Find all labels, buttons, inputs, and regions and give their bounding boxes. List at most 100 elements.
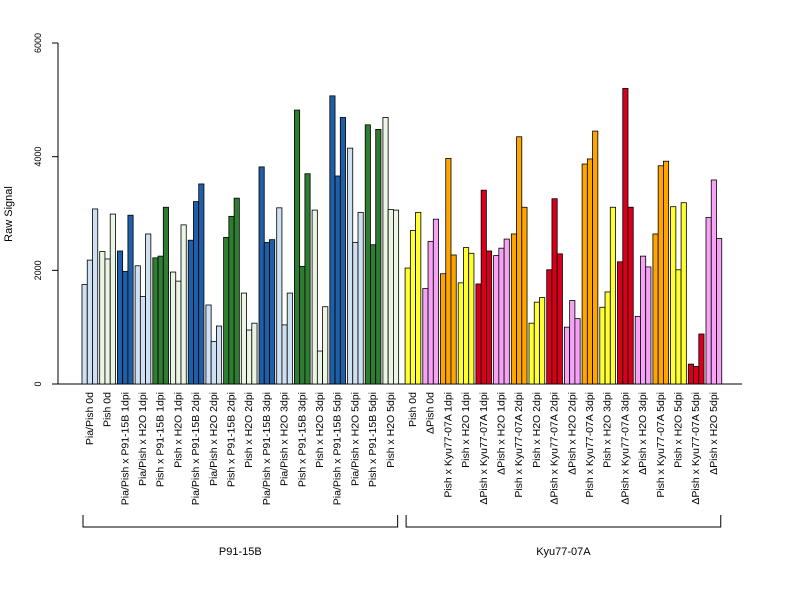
- bar: [551, 198, 558, 385]
- bar: [680, 202, 687, 385]
- bar: [687, 363, 694, 385]
- group-bracket: [82, 515, 399, 528]
- bar: [640, 255, 647, 385]
- bar: [604, 291, 611, 385]
- bar: [710, 179, 717, 385]
- bar: [347, 147, 354, 385]
- bar: [122, 271, 129, 385]
- x-tick-label: Pish x H2O 1dpi: [172, 392, 184, 468]
- y-tick-label: 6000: [33, 33, 43, 53]
- bar: [240, 292, 247, 385]
- bar: [468, 252, 475, 385]
- group-brackets: P91-15B Kyu77-07A: [82, 515, 722, 558]
- bar: [316, 350, 324, 385]
- bar: [175, 280, 182, 385]
- x-tick-label: Pia/Pish x P91-15B 1dpi: [119, 392, 131, 505]
- bar: [463, 247, 470, 385]
- x-tick-label: ΔPish x H2O 1dpi: [495, 392, 507, 475]
- bar: [569, 300, 576, 385]
- x-tick-label: Pish x H2O 3dpi: [314, 392, 326, 468]
- bar: [117, 250, 124, 385]
- bar: [670, 206, 677, 385]
- bar: [634, 315, 641, 385]
- bar: [574, 318, 581, 385]
- x-tick-label: Pish x H2O 3dpi: [602, 392, 614, 468]
- y-axis-label: Raw Signal: [3, 186, 15, 242]
- group-label: P91-15B: [219, 546, 262, 558]
- x-tick-label: Pish x H2O 5dpi: [672, 392, 684, 468]
- bar: [357, 211, 364, 385]
- x-tick-label: Pish x Kyu77-07A 5dpi: [655, 392, 667, 498]
- bar: [299, 265, 306, 385]
- bar: [334, 175, 341, 385]
- bar: [233, 197, 240, 385]
- bar: [198, 183, 205, 385]
- bar: [422, 288, 429, 385]
- bar: [162, 206, 169, 385]
- bar: [698, 333, 705, 385]
- bar: [251, 322, 258, 385]
- bar: [92, 208, 99, 385]
- x-tick-labels: Pia/Pish 0d Pish 0d Pia/Pish x P91-15B 1dp…: [84, 392, 720, 505]
- bar: [223, 236, 230, 385]
- bar: [205, 304, 212, 385]
- x-tick-label: Pia/Pish x P91-15B 5dpi: [332, 392, 344, 505]
- x-tick-label: Pish x Kyu77-07A 3dpi: [584, 392, 596, 498]
- x-tick-label: ΔPish x Kyu77-07A 3dpi: [619, 392, 631, 505]
- bar: [109, 213, 116, 385]
- bar: [539, 297, 546, 385]
- x-tick-label: Pia/Pish 0d: [84, 392, 96, 445]
- bar: [415, 211, 422, 385]
- x-tick-label: Pia/Pish x H2O 5dpi: [349, 392, 361, 486]
- bar: [528, 322, 535, 385]
- bar: [139, 296, 147, 385]
- bar: [193, 201, 200, 385]
- x-tick-label: Pish 0d: [407, 392, 419, 427]
- bar: [693, 365, 700, 385]
- bar: [564, 326, 571, 385]
- bar: [645, 266, 652, 385]
- x-tick-label: Pish x H2O 2dpi: [243, 392, 255, 468]
- x-tick-label: Pish x P91-15B 2dpi: [225, 392, 237, 487]
- bar: [322, 306, 329, 385]
- bar: [170, 271, 177, 385]
- bar: [276, 207, 283, 385]
- bar: [145, 233, 152, 385]
- x-tick-label: ΔPish x H2O 2dpi: [566, 392, 578, 475]
- bar: [409, 230, 417, 385]
- bar: [281, 324, 288, 385]
- bar: [370, 244, 377, 385]
- group-label: Kyu77-07A: [536, 546, 591, 558]
- x-tick-label: Pia/Pish x H2O 1dpi: [137, 392, 149, 486]
- bar: [246, 329, 253, 385]
- bar: [427, 240, 434, 385]
- bar: [210, 340, 217, 385]
- bar: [510, 233, 517, 385]
- bar: [450, 254, 457, 385]
- x-tick-label: Pish x P91-15B 5dpi: [367, 392, 379, 487]
- bar: [329, 95, 336, 385]
- x-tick-label: Pia/Pish x P91-15B 3dpi: [261, 392, 273, 505]
- bar: [404, 267, 411, 385]
- bar: [599, 306, 606, 385]
- bar: [375, 128, 382, 385]
- bar: [485, 250, 493, 385]
- x-tick-label: Pish x H2O 5dpi: [385, 392, 397, 468]
- x-tick-label: Pish x P91-15B 3dpi: [296, 392, 308, 487]
- bar: [104, 258, 111, 385]
- bar: [581, 163, 588, 385]
- bar: [387, 209, 394, 385]
- bar: [269, 239, 276, 385]
- bar: [311, 209, 318, 385]
- bar: [187, 239, 194, 385]
- x-tick-label: ΔPish x H2O 3dpi: [637, 392, 649, 475]
- bar: [622, 88, 629, 385]
- bar: [364, 124, 371, 385]
- bar: [675, 269, 682, 385]
- bar: [157, 255, 164, 385]
- bar: [546, 269, 553, 385]
- bar: [716, 238, 723, 385]
- bar: [228, 215, 235, 385]
- bar: [352, 242, 359, 385]
